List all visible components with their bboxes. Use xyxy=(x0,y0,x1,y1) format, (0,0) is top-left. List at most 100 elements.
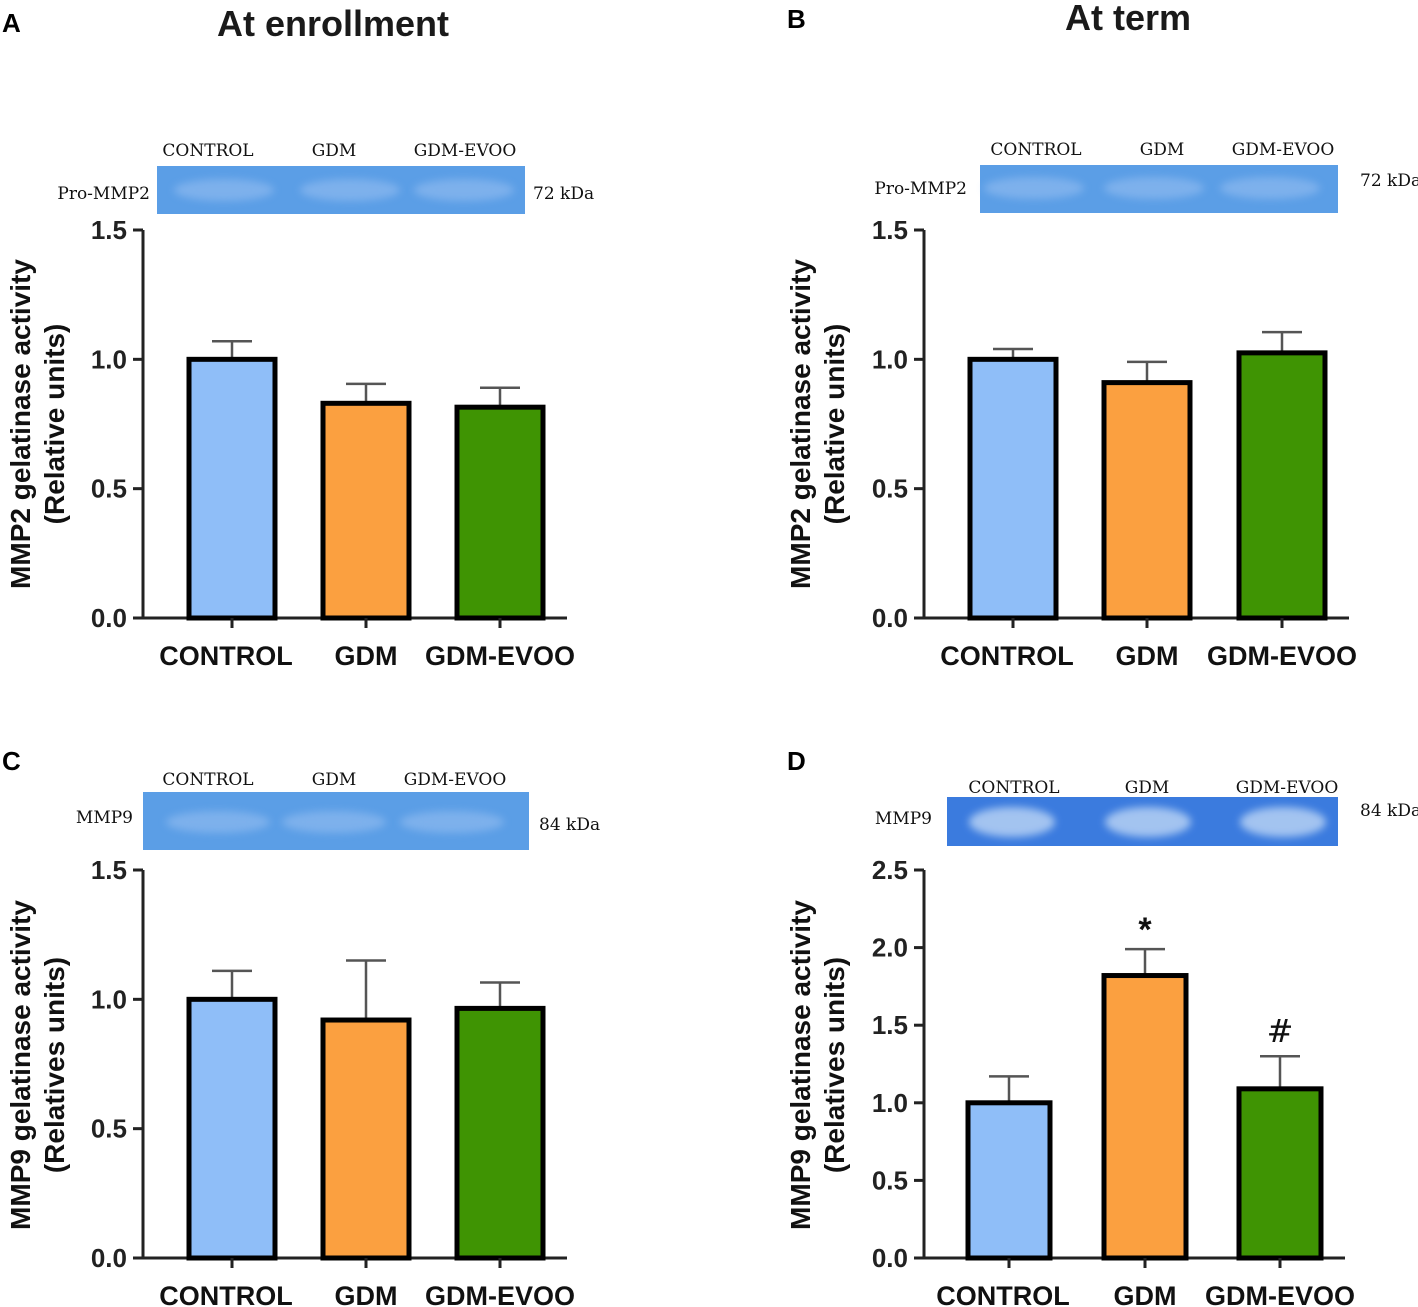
panel-b-y-tick-label: 0.0 xyxy=(872,603,908,633)
panel-d-significance-asterisk: * xyxy=(1138,911,1152,949)
panel-c-y-axis-label-line-1: MMP9 gelatinase activity xyxy=(5,900,36,1230)
panel-c-gel-lane-label: CONTROL xyxy=(162,770,253,790)
panel-b-y-tick-label: 1.0 xyxy=(872,344,908,374)
panel-b-y-axis-label: MMP2 gelatinase activity (Relative units) xyxy=(785,259,850,589)
panel-c-bar-gdm-evoo xyxy=(454,1005,546,1261)
panel-a-gel-band-2 xyxy=(414,179,514,201)
panel-c: C CONTROL GDM GDM-EVOO MMP9 84 kDa 0.0 0.5 1.0 1.… xyxy=(2,746,600,1307)
panel-d-y-axis-label-line-1: MMP9 gelatinase activity xyxy=(785,900,816,1230)
panel-a-y-tick-label: 0.0 xyxy=(91,603,127,633)
panel-a-letter: A xyxy=(2,8,21,38)
panel-a-y-axis-label: MMP2 gelatinase activity (Relative units) xyxy=(5,259,70,589)
panel-d-gel-band-2 xyxy=(1240,807,1326,837)
panel-a-bar-gdm-evoo xyxy=(454,404,546,621)
panel-a-y-tick-label: 1.5 xyxy=(91,215,127,245)
panel-d-gel-band-1 xyxy=(1105,807,1191,837)
panel-b-y-axis-label-line-2: (Relative units) xyxy=(819,324,850,525)
panel-c-x-tick-label: GDM xyxy=(335,1281,398,1307)
panel-d-y-axis-label: MMP9 gelatinase activity (Relatives units… xyxy=(785,900,850,1230)
panel-d-gel-lane-label: GDM-EVOO xyxy=(1236,778,1339,798)
panel-d-gel-size-label: 84 kDa xyxy=(1360,801,1418,821)
panel-c-gel-size-label: 84 kDa xyxy=(539,815,600,835)
panel-d-y-tick-label: 0.0 xyxy=(872,1243,908,1273)
panel-a-gel-image xyxy=(157,166,525,214)
panel-d-gel-image xyxy=(947,797,1338,846)
panel-a-x-tick-label: GDM xyxy=(335,641,398,671)
panel-b-gel-lane-label: GDM-EVOO xyxy=(1232,140,1335,160)
panel-d-y-tick-label: 1.0 xyxy=(872,1088,908,1118)
panel-d-y-axis-label-line-2: (Relatives units) xyxy=(819,957,850,1173)
panel-d-bar-gdm xyxy=(1101,973,1189,1261)
panel-d-letter: D xyxy=(787,746,806,776)
panel-a-bar-control xyxy=(186,356,278,621)
panel-b-gel-size-label: 72 kDa xyxy=(1360,171,1418,191)
panel-d-y-tick-label: 0.5 xyxy=(872,1165,908,1195)
panel-b-bar-gdm-evoo xyxy=(1236,350,1328,621)
panel-d-y-tick-label: 1.5 xyxy=(872,1010,908,1040)
panel-c-gel-band-2 xyxy=(400,811,504,833)
panel-b-y-axis-label-line-1: MMP2 gelatinase activity xyxy=(785,259,816,589)
panel-d-y-tick-label: 2.5 xyxy=(872,855,908,885)
panel-d-x-tick-label: CONTROL xyxy=(936,1281,1069,1307)
panel-c-gel-lane-label: GDM-EVOO xyxy=(404,770,507,790)
panel-b-y-tick-label: 0.5 xyxy=(872,474,908,504)
panel-b-gel-band-0 xyxy=(984,177,1084,199)
panel-d-x-tick-label: GDM xyxy=(1114,1281,1177,1307)
panel-d-y-tick-label: 2.0 xyxy=(872,933,908,963)
panel-b-gel-band-2 xyxy=(1220,177,1320,199)
panel-a-bar-gdm xyxy=(320,400,412,621)
panel-b-gel-band-label: Pro-MMP2 xyxy=(874,179,967,199)
panel-c-gel-lane-label: GDM xyxy=(312,770,357,790)
panel-b-bar-gdm xyxy=(1101,380,1193,621)
panel-a-gel-lane-label: CONTROL xyxy=(162,141,253,161)
panel-b-y-tick-label: 1.5 xyxy=(872,215,908,245)
panel-b-x-tick-label: GDM-EVOO xyxy=(1207,641,1357,671)
panel-d-bar-control xyxy=(965,1100,1053,1261)
panel-d-gel-band-0 xyxy=(969,807,1055,837)
panel-a-gel-size-label: 72 kDa xyxy=(533,184,594,204)
panel-a-gel-band-1 xyxy=(300,179,400,201)
panel-d-significance-hash: # xyxy=(1267,1012,1294,1050)
panel-c-letter: C xyxy=(2,746,21,776)
panel-a-y-tick-label: 1.0 xyxy=(91,344,127,374)
panel-b-gel-band-1 xyxy=(1104,177,1204,199)
panel-b-gel-lane-label: GDM xyxy=(1140,140,1185,160)
panel-a-gel-band-0 xyxy=(174,179,274,201)
panel-c-y-tick-label: 0.5 xyxy=(91,1114,127,1144)
panel-c-y-axis-label: MMP9 gelatinase activity (Relatives units… xyxy=(5,900,70,1230)
panel-a-y-axis-label-line-2: (Relative units) xyxy=(39,324,70,525)
panel-d-gel-lane-label: CONTROL xyxy=(968,778,1059,798)
panel-b: B CONTROL GDM GDM-EVOO Pro-MMP2 72 kDa 0.0 0.5 1… xyxy=(785,4,1418,671)
panel-d-gel-lane-label: GDM xyxy=(1125,778,1170,798)
panel-d-bar-gdm-evoo xyxy=(1236,1086,1324,1261)
panel-c-x-tick-label: GDM-EVOO xyxy=(425,1281,575,1307)
panel-d-gel-band-label: MMP9 xyxy=(875,809,932,829)
panel-c-gel-band-1 xyxy=(282,811,386,833)
panel-a-y-axis-label-line-1: MMP2 gelatinase activity xyxy=(5,259,36,589)
panel-b-x-tick-label: CONTROL xyxy=(940,641,1073,671)
panel-c-x-tick-label: CONTROL xyxy=(159,1281,292,1307)
panel-a-y-tick-label: 0.5 xyxy=(91,474,127,504)
panel-b-x-tick-label: GDM xyxy=(1116,641,1179,671)
panel-c-y-tick-label: 0.0 xyxy=(91,1243,127,1273)
panel-b-gel-lane-label: CONTROL xyxy=(990,140,1081,160)
panel-a-x-tick-label: GDM-EVOO xyxy=(425,641,575,671)
panel-a-gel-lane-label: GDM xyxy=(312,141,357,161)
panel-c-y-axis-label-line-2: (Relatives units) xyxy=(39,957,70,1173)
panel-d: D CONTROL GDM GDM-EVOO MMP9 84 kDa 0.0 0.5 1.0 1.… xyxy=(785,746,1418,1307)
column-title-enrollment: At enrollment xyxy=(217,3,449,44)
panel-a-x-tick-label: CONTROL xyxy=(159,641,292,671)
panel-b-gel-image xyxy=(980,165,1338,213)
panel-a-gel-lane-label: GDM-EVOO xyxy=(414,141,517,161)
panel-c-gel-band-label: MMP9 xyxy=(76,808,133,828)
panel-c-bar-control xyxy=(186,996,278,1261)
panel-b-bar-control xyxy=(967,356,1059,621)
panel-c-gel-band-0 xyxy=(166,811,270,833)
panel-c-bar-gdm xyxy=(320,1017,412,1261)
panel-c-y-tick-label: 1.5 xyxy=(91,855,127,885)
panel-a-gel-band-label: Pro-MMP2 xyxy=(57,184,150,204)
column-title-term: At term xyxy=(1065,0,1191,38)
panel-d-x-tick-label: GDM-EVOO xyxy=(1205,1281,1355,1307)
panel-c-gel-image xyxy=(143,792,529,850)
